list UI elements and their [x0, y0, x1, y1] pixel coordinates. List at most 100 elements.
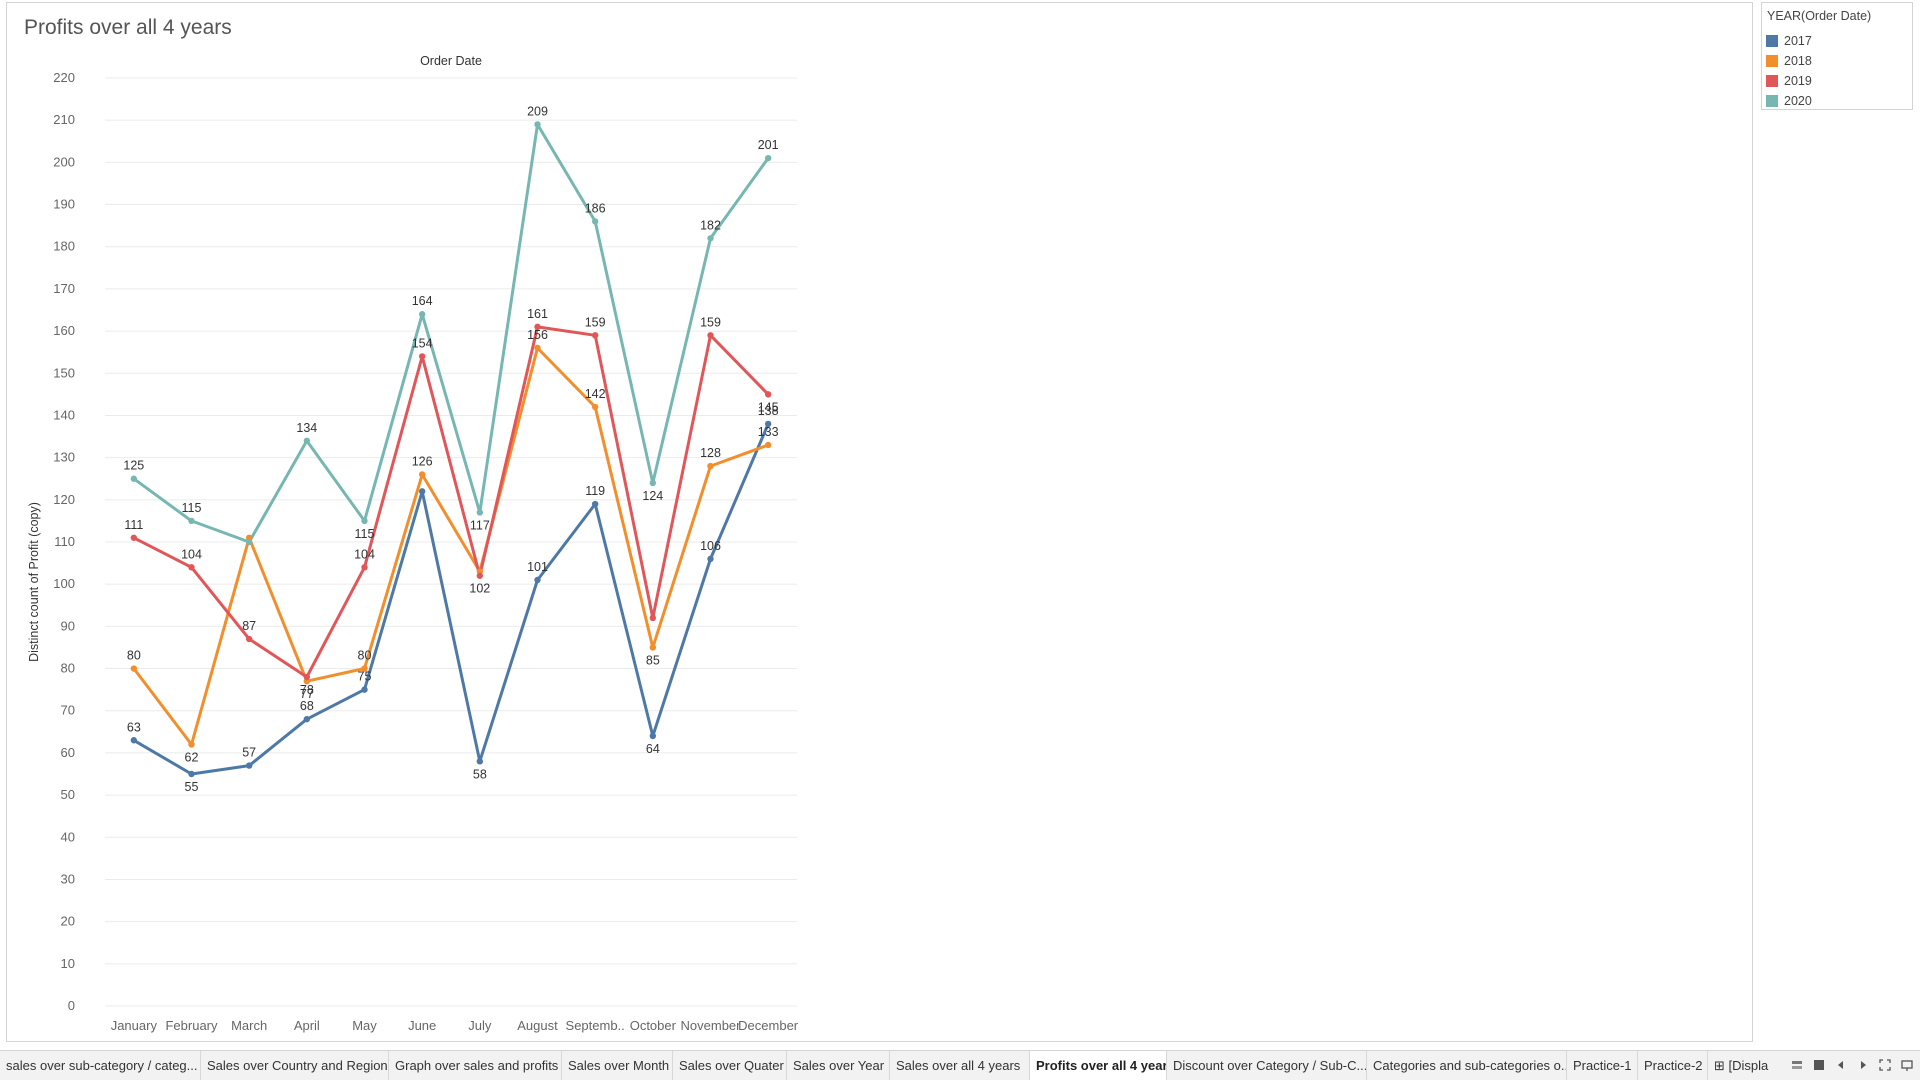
tab-display-partial[interactable]: ⊞ [Displa [1708, 1051, 1778, 1080]
tab-sales-month[interactable]: Sales over Month [562, 1051, 673, 1080]
color-legend[interactable]: YEAR(Order Date) 2017 2018 2019 2020 [1761, 2, 1913, 110]
tab-discount-category[interactable]: Discount over Category / Sub-C... [1167, 1051, 1367, 1080]
y-tick-label: 40 [61, 829, 75, 844]
data-label-2020: 117 [470, 518, 490, 532]
data-point-2020[interactable] [534, 121, 541, 128]
data-point-2019[interactable] [534, 323, 541, 331]
data-label-2017: 101 [527, 560, 548, 574]
data-point-2020[interactable] [591, 218, 599, 225]
data-point-2017[interactable] [476, 758, 484, 765]
data-label-2020: 115 [355, 527, 375, 541]
data-point-2019[interactable] [418, 353, 426, 360]
series-line-2018[interactable] [132, 346, 769, 746]
presentation-icon[interactable] [1900, 1058, 1914, 1072]
tab-sales-quater[interactable]: Sales over Quater [673, 1051, 787, 1080]
data-point-2018[interactable] [764, 441, 772, 449]
tab-sales-country-region[interactable]: Sales over Country and Region [201, 1051, 389, 1080]
legend-item-2018[interactable]: 2018 [1766, 53, 1812, 69]
sheet-tab-bar: sales over sub-category / categ... Sales… [0, 1050, 1920, 1080]
data-point-2018[interactable] [418, 471, 426, 478]
next-sheet-icon[interactable] [1856, 1058, 1870, 1072]
data-point-2018[interactable] [130, 665, 138, 672]
data-point-2018[interactable] [534, 344, 541, 352]
legend-item-2019[interactable]: 2019 [1766, 73, 1812, 89]
series-line-2017[interactable] [133, 423, 770, 776]
tab-sales-sub-category[interactable]: sales over sub-category / categ... [0, 1051, 201, 1080]
tab-practice-2[interactable]: Practice-2 [1638, 1051, 1708, 1080]
tab-sales-year[interactable]: Sales over Year [787, 1051, 890, 1080]
data-point-2020[interactable] [130, 475, 138, 482]
data-point-2019[interactable] [303, 673, 311, 681]
data-point-2017[interactable] [534, 576, 541, 584]
x-tick-label: December [738, 1018, 799, 1033]
data-point-2020[interactable] [707, 235, 714, 242]
data-point-2017[interactable] [764, 420, 772, 428]
data-point-2019[interactable] [476, 572, 484, 579]
data-point-2020[interactable] [476, 509, 484, 516]
data-point-2019[interactable] [707, 332, 714, 339]
series-line-2019[interactable] [133, 325, 770, 679]
y-tick-label: 200 [53, 154, 75, 169]
show-filmstrip-icon[interactable] [1790, 1058, 1804, 1072]
data-point-2020[interactable] [361, 517, 368, 525]
data-point-2017[interactable] [649, 732, 657, 740]
data-point-2017[interactable] [130, 737, 138, 744]
y-tick-label: 10 [61, 956, 75, 971]
show-sheet-sorter-icon[interactable] [1812, 1058, 1826, 1072]
legend-item-2020[interactable]: 2020 [1766, 93, 1812, 109]
data-point-2018[interactable] [188, 741, 195, 748]
x-tick-label: February [165, 1018, 218, 1033]
data-point-2017[interactable] [245, 762, 253, 769]
x-tick-label: October [630, 1018, 677, 1033]
data-point-2018[interactable] [361, 665, 368, 672]
data-point-2020[interactable] [649, 479, 657, 487]
y-tick-label: 70 [61, 703, 75, 718]
data-point-2018[interactable] [707, 462, 714, 470]
prev-sheet-icon[interactable] [1834, 1058, 1848, 1072]
fullscreen-icon[interactable] [1878, 1058, 1892, 1072]
data-point-2017[interactable] [361, 686, 368, 693]
legend-item-label: 2017 [1784, 34, 1812, 48]
x-tick-label: June [408, 1018, 436, 1033]
data-point-2019[interactable] [245, 635, 253, 643]
data-point-2019[interactable] [188, 564, 195, 571]
data-point-2020[interactable] [764, 154, 772, 162]
data-point-2019[interactable] [649, 614, 657, 622]
legend-item-2017[interactable]: 2017 [1766, 33, 1812, 49]
y-tick-label: 190 [53, 197, 75, 212]
line-chart[interactable]: 0 10 20 30 40 50 60 70 80 90 100 110 120 130 140 150 160… [7, 3, 1754, 1043]
data-point-2020[interactable] [245, 538, 253, 546]
data-point-2019[interactable] [764, 391, 772, 398]
series-line-2020[interactable] [132, 122, 770, 544]
data-point-2018[interactable] [591, 403, 599, 411]
data-point-2017[interactable] [188, 770, 195, 778]
tab-profits-all-4-years[interactable]: Profits over all 4 years [1030, 1051, 1167, 1080]
y-tick-label: 50 [61, 787, 75, 802]
data-label-2018: 156 [527, 328, 548, 342]
column-header-order-date: Order Date [420, 54, 482, 68]
data-label-2018: 77 [300, 687, 314, 701]
data-point-2019[interactable] [591, 332, 599, 339]
data-label-2018: 128 [700, 446, 721, 460]
data-point-2020[interactable] [418, 311, 426, 318]
data-point-2020[interactable] [303, 437, 311, 444]
data-label-2018: 85 [646, 653, 660, 667]
data-point-2017[interactable] [707, 555, 714, 563]
tab-sales-all-4-years[interactable]: Sales over all 4 years [890, 1051, 1030, 1080]
data-label-2019: 87 [242, 619, 256, 633]
tab-graph-sales-profits[interactable]: Graph over sales and profits [389, 1051, 562, 1080]
tab-categories-sub-categories[interactable]: Categories and sub-categories o... [1367, 1051, 1567, 1080]
data-label-2019: 102 [469, 582, 490, 596]
tab-practice-1[interactable]: Practice-1 [1567, 1051, 1638, 1080]
data-point-2017[interactable] [303, 715, 311, 723]
data-point-2018[interactable] [649, 644, 657, 651]
data-label-2017: 75 [358, 670, 372, 684]
data-point-2017[interactable] [591, 500, 599, 508]
data-point-2017[interactable] [418, 488, 426, 495]
data-label-2017: 106 [700, 539, 721, 553]
data-point-2020[interactable] [188, 517, 195, 525]
data-point-2019[interactable] [361, 564, 368, 571]
data-label-2020: 201 [758, 138, 779, 152]
data-label-2017: 119 [585, 484, 605, 498]
data-point-2019[interactable] [130, 534, 138, 541]
